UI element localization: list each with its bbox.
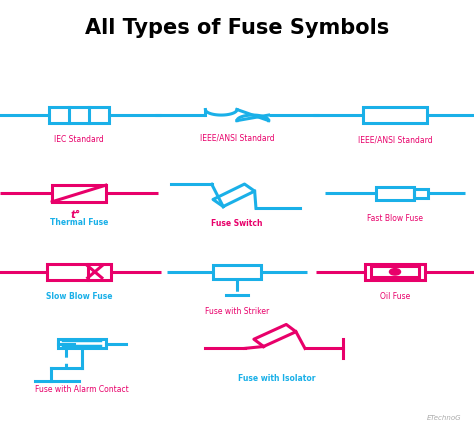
Bar bbox=[414, 189, 428, 198]
Bar bbox=[371, 266, 419, 277]
Text: ETechnoG: ETechnoG bbox=[427, 415, 461, 421]
Text: Fuse with Alarm Contact: Fuse with Alarm Contact bbox=[35, 385, 129, 394]
Text: IEEE/ANSI Standard: IEEE/ANSI Standard bbox=[358, 135, 432, 144]
Bar bbox=[365, 264, 425, 280]
Text: IEC Standard: IEC Standard bbox=[54, 135, 104, 144]
Bar bbox=[376, 187, 414, 200]
Text: Fuse with Striker: Fuse with Striker bbox=[205, 307, 269, 316]
Text: All Types of Fuse Symbols: All Types of Fuse Symbols bbox=[85, 17, 389, 38]
Circle shape bbox=[390, 269, 401, 275]
Text: Fuse with Isolator: Fuse with Isolator bbox=[238, 374, 315, 383]
Bar bbox=[47, 264, 110, 280]
Bar bbox=[213, 265, 261, 279]
Bar bbox=[58, 339, 106, 349]
Bar bbox=[52, 185, 106, 202]
Bar bbox=[364, 107, 427, 123]
Text: Fuse Switch: Fuse Switch bbox=[211, 219, 263, 228]
Text: Thermal Fuse: Thermal Fuse bbox=[50, 218, 108, 227]
Text: t°: t° bbox=[71, 210, 81, 220]
Text: Fast Blow Fuse: Fast Blow Fuse bbox=[367, 214, 423, 223]
Text: Oil Fuse: Oil Fuse bbox=[380, 292, 410, 301]
Text: IEEE/ANSI Standard: IEEE/ANSI Standard bbox=[200, 134, 274, 142]
Text: Slow Blow Fuse: Slow Blow Fuse bbox=[46, 292, 112, 301]
